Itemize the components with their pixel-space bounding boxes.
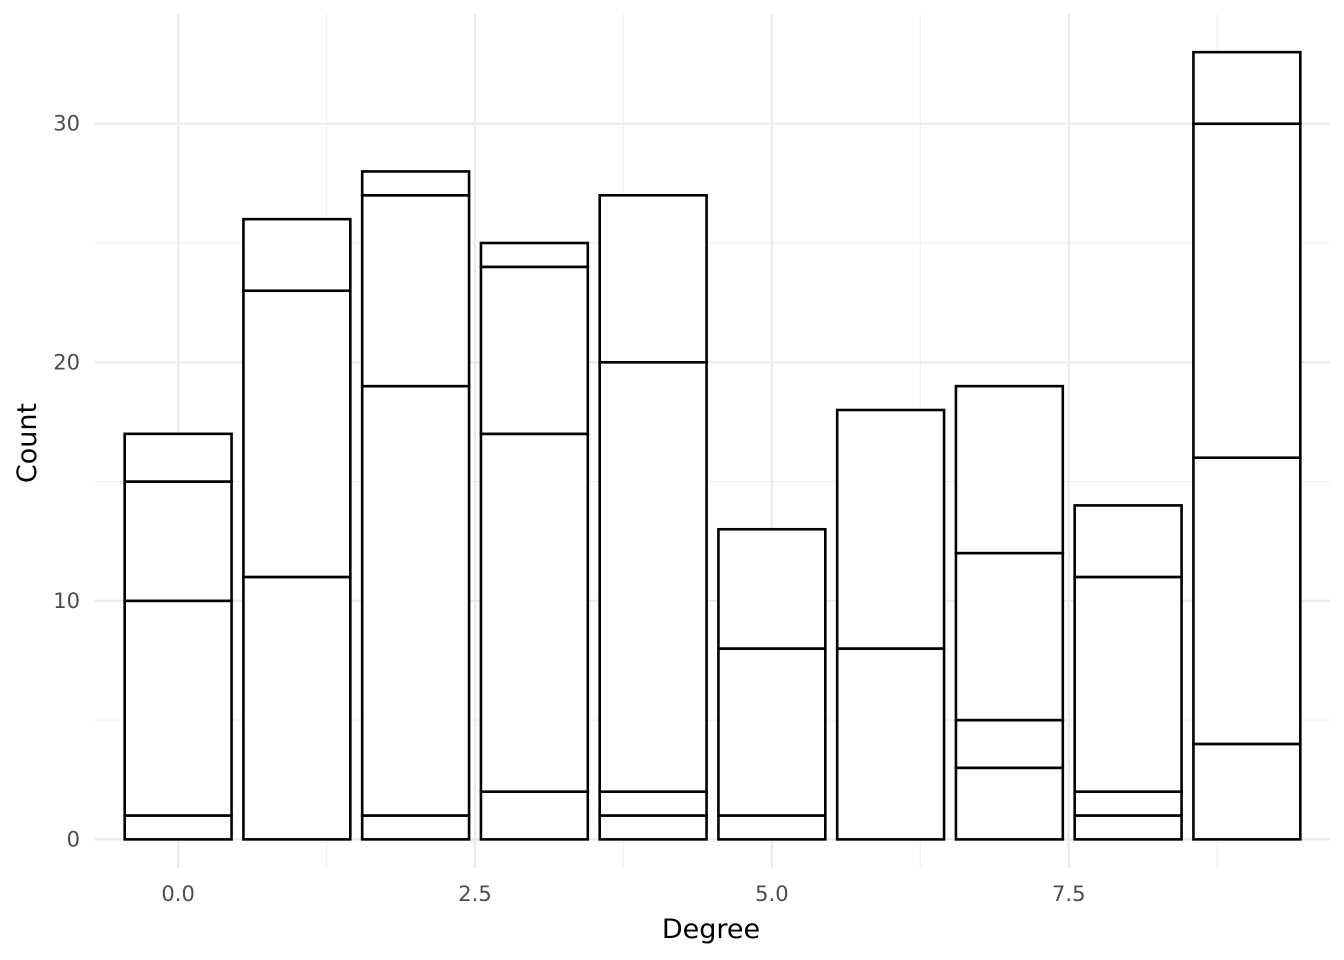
bar-segment <box>598 814 708 841</box>
bar-segment <box>1073 814 1183 841</box>
bar <box>123 432 233 841</box>
bar-segment <box>242 217 352 293</box>
bar-segment <box>360 170 471 197</box>
bar-segment <box>123 480 233 603</box>
bar-segment <box>479 265 590 436</box>
bar-segment <box>1073 790 1183 817</box>
bar-segment <box>835 408 946 650</box>
bar-segment <box>1192 122 1302 459</box>
bar-segment <box>717 814 827 841</box>
bar-segment <box>1192 456 1302 746</box>
bar-segment <box>717 527 827 650</box>
bar-segment <box>1192 50 1302 126</box>
bar <box>1192 50 1302 841</box>
y-tick-label: 10 <box>53 589 80 613</box>
bar <box>242 217 352 841</box>
bar-segment <box>123 599 233 817</box>
bar <box>479 241 590 841</box>
y-tick-label: 20 <box>53 350 80 374</box>
bar-segment <box>242 289 352 579</box>
y-tick-label: 30 <box>53 112 80 136</box>
bars <box>123 50 1302 841</box>
bar <box>954 384 1065 841</box>
bar <box>360 170 471 841</box>
bar-segment <box>598 790 708 817</box>
x-tick-label: 2.5 <box>458 882 491 906</box>
bar-segment <box>360 193 471 388</box>
bar-segment <box>479 432 590 793</box>
bar-segment <box>1073 504 1183 579</box>
bar-segment <box>954 551 1065 722</box>
x-axis-title: Degree <box>662 914 760 945</box>
bar-segment <box>717 647 827 817</box>
bar <box>717 527 827 841</box>
bar <box>598 193 708 841</box>
bar-segment <box>954 766 1065 841</box>
bar-segment <box>123 814 233 841</box>
tick-labels: 0.0 2.5 5.0 7.5 0 10 20 30 <box>53 112 1085 906</box>
bar-segment <box>479 790 590 841</box>
bar <box>835 408 946 841</box>
bar-segment <box>954 718 1065 770</box>
bar-segment <box>242 575 352 841</box>
bar-segment <box>598 193 708 364</box>
y-axis-title: Count <box>12 403 43 483</box>
bar-segment <box>835 647 946 841</box>
bar-segment <box>954 384 1065 555</box>
bar <box>1073 504 1183 841</box>
x-tick-label: 0.0 <box>161 882 194 906</box>
y-tick-label: 0 <box>67 827 80 851</box>
bar-segment <box>1192 742 1302 841</box>
bar-segment <box>123 432 233 483</box>
bar-segment <box>479 241 590 269</box>
x-tick-label: 5.0 <box>755 882 788 906</box>
bar-segment <box>598 360 708 793</box>
x-tick-label: 7.5 <box>1052 882 1085 906</box>
bar-segment <box>1073 575 1183 793</box>
bar-segment <box>360 384 471 817</box>
bar-segment <box>360 814 471 841</box>
